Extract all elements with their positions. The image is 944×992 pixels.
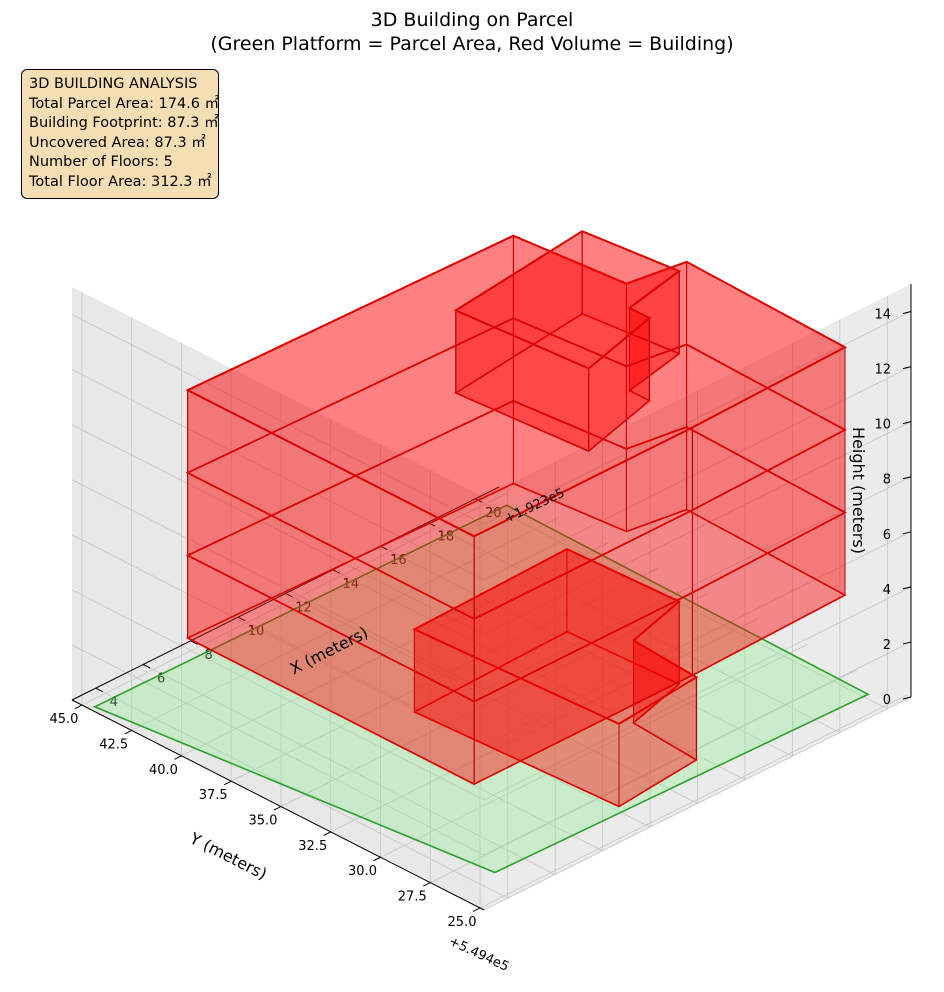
y-tick-label: 30.0 — [348, 864, 377, 879]
building-analysis-box: 3D BUILDING ANALYSIS Total Parcel Area: … — [21, 69, 219, 199]
y-tick — [472, 907, 481, 912]
z-tick — [902, 586, 912, 590]
building-slab — [185, 482, 847, 785]
chart-title: 3D Building on Parcel — [371, 9, 574, 31]
x-tick — [285, 593, 293, 598]
tick-labels: 46810121416182025.027.530.032.535.037.54… — [49, 308, 912, 930]
z-tick-label: 10 — [874, 418, 891, 433]
y-tick — [323, 831, 331, 836]
y-tick — [273, 806, 282, 811]
y-tick-label: 37.5 — [199, 788, 228, 803]
z-tick — [902, 421, 912, 425]
y-tick — [124, 729, 132, 735]
z-tick — [902, 476, 912, 480]
floor-outline — [185, 399, 847, 703]
building-slab — [412, 630, 698, 808]
building-roof — [185, 234, 848, 538]
info-footprint: Building Footprint: 87.3 ㎡ — [29, 115, 219, 132]
building-slab — [454, 312, 681, 453]
z-tick-label: 14 — [874, 308, 891, 323]
y-tick-label: 40.0 — [149, 763, 178, 778]
y-tick — [74, 704, 83, 710]
z-tick-label: 6 — [883, 528, 891, 543]
y-tick — [423, 882, 431, 887]
floor-outline — [185, 317, 847, 620]
x-tick — [142, 664, 151, 669]
info-heading: 3D BUILDING ANALYSIS — [29, 76, 198, 92]
y-tick — [373, 856, 381, 862]
x-tick — [332, 569, 341, 574]
z-tick-label: 2 — [883, 638, 891, 653]
z-tick-label: 8 — [883, 473, 891, 488]
grid-line-z — [71, 311, 912, 526]
plot-geometry — [92, 230, 870, 874]
info-floor-count: Number of Floors: 5 — [29, 154, 173, 171]
x-tick-label: 8 — [204, 648, 212, 663]
x-tick-label: 6 — [157, 672, 165, 687]
x-tick — [237, 616, 246, 622]
grid-line-z — [71, 366, 912, 581]
y-offset-label: +5.494e5 — [446, 934, 511, 975]
grid-line-z — [71, 586, 912, 801]
z-tick-label: 0 — [883, 693, 891, 708]
back-wall-y — [72, 287, 484, 910]
z-tick-label: 4 — [883, 583, 891, 598]
y-tick-label: 42.5 — [99, 737, 128, 752]
grid-line-z — [71, 476, 912, 691]
y-axis-label: Y (meters) — [186, 828, 270, 883]
z-axis-label: Height (meters) — [849, 427, 868, 554]
building-roof — [412, 547, 699, 726]
z-tick-label: 12 — [874, 363, 891, 378]
x-tick — [95, 687, 103, 693]
y-tick-label: 25.0 — [448, 915, 477, 930]
x-tick-label: 14 — [343, 577, 360, 592]
x-tick-label: 10 — [248, 624, 265, 639]
y-axis-line — [71, 699, 485, 911]
building-roof — [453, 230, 682, 370]
y-tick-label: 45.0 — [49, 712, 78, 727]
chart-subtitle: (Green Platform = Parcel Area, Red Volum… — [210, 33, 733, 55]
x-tick — [190, 640, 198, 645]
grid-line-z — [71, 421, 912, 636]
z-tick — [902, 531, 912, 535]
info-parcel-area: Total Parcel Area: 174.6 ㎡ — [29, 95, 220, 112]
y-tick — [174, 755, 182, 760]
info-floor-area: Total Floor Area: 312.3 ㎡ — [29, 173, 212, 190]
z-tick — [902, 311, 912, 315]
y-tick-label: 35.0 — [249, 814, 278, 829]
info-uncovered-area: Uncovered Area: 87.3 ㎡ — [29, 134, 206, 151]
z-tick — [902, 696, 912, 700]
y-tick — [224, 780, 232, 786]
y-tick-label: 27.5 — [398, 890, 427, 905]
z-tick — [902, 641, 912, 645]
grid-line-z — [71, 641, 912, 856]
x-tick-label: 4 — [110, 695, 118, 710]
z-tick — [902, 366, 912, 370]
y-tick-label: 32.5 — [298, 839, 327, 854]
parcel-platform — [92, 504, 870, 874]
